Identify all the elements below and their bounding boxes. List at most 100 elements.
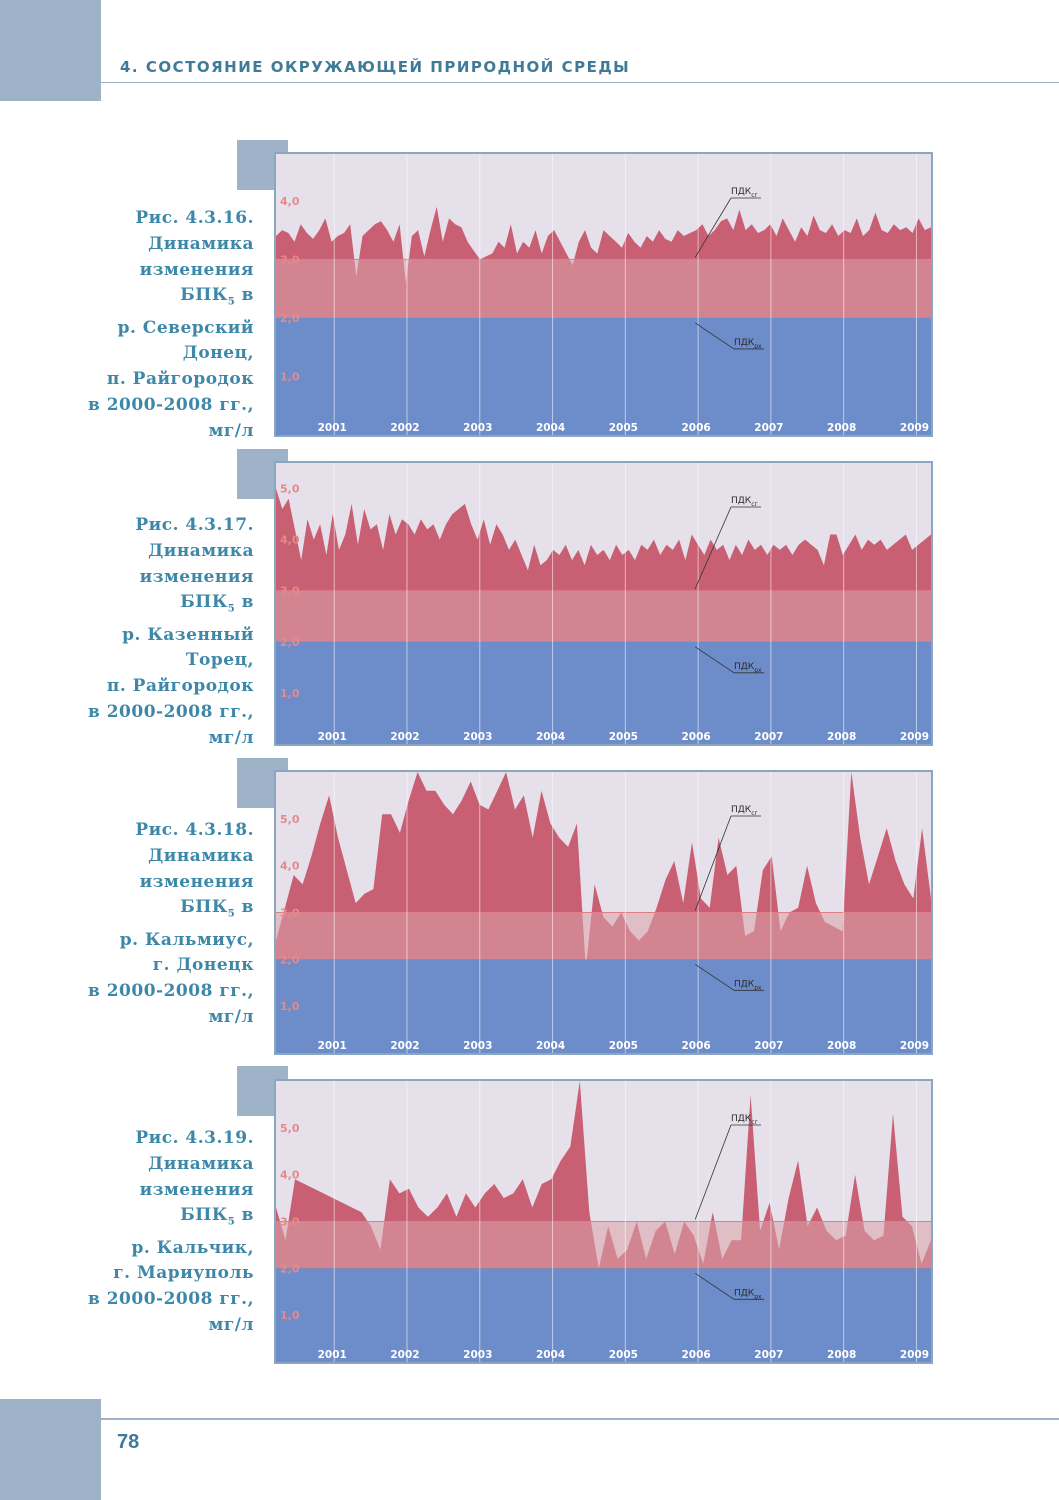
- pdk-sg-band: [276, 259, 931, 318]
- header-corner-block: [0, 0, 101, 101]
- y-tick-label: 2,0: [280, 636, 300, 649]
- x-tick-label: 2009: [900, 1040, 929, 1052]
- pdk-rx-band: [276, 317, 931, 435]
- figure-4-3-18: Рис. 4.3.18. Динамика изменения БПК5 в р. Ка…: [0, 758, 1059, 1058]
- pdk-rx-leader: [694, 646, 735, 674]
- bod5-chart-kalmius: 1,0 2,0 3,0 4,0 5,0 2001 2002 2003 2004 2005 2006 2…: [274, 770, 933, 1055]
- x-tick-label: 2007: [754, 422, 783, 434]
- footer-corner-block: [0, 1399, 101, 1500]
- caption-line: мг/л: [208, 1006, 254, 1027]
- figure-4-3-17: Рис. 4.3.17. Динамика изменения БПК5 в р. Ка…: [0, 449, 1059, 749]
- caption-line: изменения: [139, 259, 254, 280]
- pdk-rx-leader: [694, 322, 735, 350]
- x-tick-label: 2002: [390, 731, 419, 743]
- caption-line: р. Северский: [117, 317, 254, 338]
- x-tick-label: 2004: [536, 422, 565, 434]
- caption-line: г. Донецк: [152, 955, 254, 976]
- figure-caption: Рис. 4.3.16. Динамика изменения БПК5 в р. Се…: [54, 206, 254, 445]
- caption-line: р. Казенный: [122, 624, 254, 645]
- pdk-sg-label: ПДКсг: [731, 496, 758, 508]
- x-tick-label: 2008: [827, 1040, 856, 1052]
- x-tick-label: 2001: [318, 1040, 347, 1052]
- x-tick-label: 2006: [681, 731, 710, 743]
- caption-line: БПК5 в: [180, 1205, 254, 1228]
- caption-line: мг/л: [208, 1314, 254, 1335]
- x-tick-label: 2002: [390, 422, 419, 434]
- pdk-rx-leader: [694, 964, 735, 991]
- caption-line: Динамика: [148, 540, 254, 561]
- caption-line: Торец,: [185, 650, 254, 671]
- y-tick-label: 4,0: [280, 534, 300, 547]
- y-tick-label: 5,0: [280, 813, 300, 826]
- pdk-sg-label: ПДКсг: [731, 805, 758, 817]
- caption-line: п. Райгородок: [106, 369, 254, 390]
- figure-caption: Рис. 4.3.19. Динамика изменения БПК5 в р. Ка…: [54, 1126, 254, 1339]
- bod5-chart-kalchik: 1,0 2,0 3,0 4,0 5,0 2001 2002 2003 2004 2005 2006 2…: [274, 1079, 933, 1364]
- pdk-rx-band: [276, 641, 931, 744]
- caption-line: мг/л: [208, 727, 254, 748]
- caption-line: изменения: [139, 566, 254, 587]
- pdk-sg-label-sub: сг: [751, 192, 757, 199]
- x-tick-label: 2005: [609, 1349, 638, 1361]
- x-tick-label: 2006: [681, 422, 710, 434]
- page-number: 78: [117, 1431, 140, 1453]
- x-tick-label: 2003: [463, 422, 492, 434]
- caption-line: БПК5 в: [180, 897, 254, 920]
- x-tick-label: 2009: [900, 422, 929, 434]
- caption-line: в 2000-2008 гг.,: [87, 1289, 254, 1310]
- caption-line: Динамика: [148, 1153, 254, 1174]
- caption-line: изменения: [139, 1179, 254, 1200]
- y-tick-label: 3,0: [280, 585, 300, 598]
- x-tick-label: 2005: [609, 731, 638, 743]
- bod5-chart-kazenny-torets: 1,0 2,0 3,0 4,0 5,0 2001 2002 2003 2004 2005 2006 2…: [274, 461, 933, 746]
- x-tick-label: 2007: [754, 1349, 783, 1361]
- x-tick-label: 2003: [463, 1349, 492, 1361]
- caption-line: изменения: [139, 871, 254, 892]
- x-tick-label: 2006: [681, 1349, 710, 1361]
- x-tick-label: 2003: [463, 731, 492, 743]
- chart-svg: 1,0 2,0 3,0 4,0 5,0 2001 2002 2003 2004 2005 2006 2…: [276, 772, 931, 1053]
- x-tick-label: 2001: [318, 731, 347, 743]
- x-tick-label: 2002: [390, 1349, 419, 1361]
- x-tick-label: 2004: [536, 731, 565, 743]
- caption-line: г. Мариуполь: [113, 1263, 254, 1284]
- caption-line: Рис. 4.3.16.: [135, 208, 254, 228]
- caption-line: п. Райгородок: [106, 676, 254, 697]
- pdk-rx-band: [276, 959, 931, 1053]
- caption-subscript: 5: [227, 908, 236, 920]
- caption-line: р. Кальчик,: [131, 1237, 254, 1258]
- caption-line: Донец,: [182, 343, 254, 364]
- y-tick-label: 1,0: [280, 370, 300, 383]
- chart-svg: 1,0 2,0 3,0 4,0 2001 2002 2003 2004 2005 2006 2007…: [276, 154, 931, 435]
- caption-line: р. Кальмиус,: [119, 929, 254, 950]
- figure-caption: Рис. 4.3.18. Динамика изменения БПК5 в р. Ка…: [54, 818, 254, 1031]
- caption-line: Рис. 4.3.18.: [135, 820, 254, 840]
- pdk-rx-label-sub: рх: [754, 343, 762, 350]
- pdk-sg-leader: [694, 197, 732, 258]
- y-tick-label: 5,0: [280, 483, 300, 496]
- x-tick-label: 2008: [827, 422, 856, 434]
- x-tick-label: 2001: [318, 422, 347, 434]
- y-tick-label: 4,0: [280, 195, 300, 208]
- caption-line: мг/л: [208, 420, 254, 441]
- y-tick-label: 2,0: [280, 953, 300, 966]
- caption-line: Рис. 4.3.17.: [135, 515, 254, 535]
- x-tick-label: 2009: [900, 1349, 929, 1361]
- x-tick-label: 2008: [827, 731, 856, 743]
- caption-line: в 2000-2008 гг.,: [87, 981, 254, 1002]
- caption-line: в 2000-2008 гг.,: [87, 394, 254, 415]
- x-tick-label: 2004: [536, 1040, 565, 1052]
- pdk-rx-label-sub: рх: [754, 984, 762, 991]
- caption-line: Динамика: [148, 845, 254, 866]
- y-tick-label: 4,0: [280, 860, 300, 873]
- x-tick-label: 2007: [754, 731, 783, 743]
- x-tick-label: 2001: [318, 1349, 347, 1361]
- caption-subscript: 5: [227, 1216, 236, 1228]
- x-tick-label: 2007: [754, 1040, 783, 1052]
- y-tick-label: 4,0: [280, 1169, 300, 1182]
- pdk-sg-leader: [694, 506, 732, 589]
- x-tick-label: 2002: [390, 1040, 419, 1052]
- pdk-sg-label: ПДКсг: [731, 187, 758, 199]
- pdk-sg-leader: [694, 815, 732, 911]
- y-tick-label: 1,0: [280, 1309, 300, 1322]
